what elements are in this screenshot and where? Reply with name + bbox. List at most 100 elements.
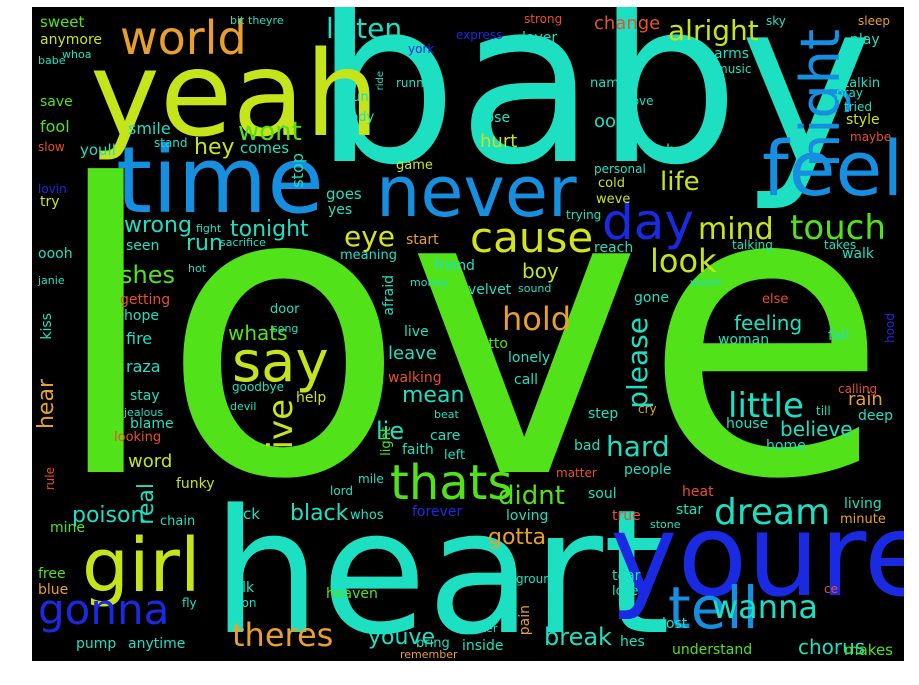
word: never: [376, 151, 577, 233]
word: ooh: [594, 111, 628, 132]
word: express: [456, 28, 503, 42]
word: girl: [82, 523, 201, 609]
word: mean: [402, 383, 465, 408]
word: hard: [606, 430, 670, 463]
word: cold: [598, 176, 625, 191]
word: fall: [828, 328, 850, 344]
word: takes: [824, 238, 857, 252]
word: care: [430, 428, 461, 444]
word: love: [50, 102, 889, 567]
word: look: [650, 242, 717, 280]
word: eye: [344, 220, 396, 253]
word: whos: [350, 508, 384, 523]
word-cloud: love baby heart yeah time youre never fe…: [32, 7, 904, 661]
word: youll: [80, 141, 116, 159]
word: ghetto: [462, 336, 508, 352]
word: alright: [668, 14, 759, 47]
word: talkin: [844, 76, 881, 91]
word: hey: [194, 135, 235, 160]
word: live: [404, 324, 429, 340]
word: sometime: [563, 85, 578, 150]
word: hand: [666, 141, 704, 159]
word: rock: [228, 505, 260, 523]
word: thats: [390, 455, 513, 511]
word: arms: [714, 46, 750, 62]
word: step: [588, 406, 619, 422]
word: break: [544, 623, 612, 651]
word: seen: [126, 238, 160, 254]
word: baby: [314, 7, 874, 215]
word: gonna: [38, 585, 170, 634]
word: lie: [376, 417, 405, 445]
word: meaning: [340, 248, 397, 263]
word: heart: [212, 472, 671, 661]
word: friend: [434, 258, 475, 274]
word: trying: [566, 208, 602, 222]
word: rain: [848, 389, 883, 410]
word: understand: [672, 642, 753, 658]
word: babe: [38, 54, 66, 67]
word: tonight: [230, 217, 309, 242]
word: tell: [668, 574, 759, 642]
word: funky: [176, 476, 215, 492]
word: ride: [375, 71, 386, 91]
word: gone: [634, 290, 669, 306]
word: bit: [230, 14, 245, 27]
word: black: [290, 501, 349, 526]
word: yeah: [90, 25, 380, 163]
word: run: [186, 231, 223, 256]
word: theyre: [248, 14, 284, 27]
word: left: [444, 448, 466, 463]
word: real: [134, 483, 159, 525]
word: song: [272, 322, 299, 335]
word: york: [408, 42, 435, 56]
word: lovin: [38, 182, 67, 196]
word: remember: [400, 648, 458, 661]
word: hood: [883, 313, 897, 343]
word: bad: [574, 438, 601, 454]
word: stop: [288, 153, 307, 188]
word: worth: [690, 276, 722, 289]
word: free: [38, 566, 66, 582]
word: janie: [38, 274, 65, 287]
word: ive: [261, 399, 301, 450]
word: personal: [594, 162, 646, 176]
word: home: [766, 438, 806, 454]
word: goodbye: [232, 380, 285, 394]
word: tear: [612, 568, 641, 584]
word: weve: [596, 192, 631, 207]
word: start: [406, 232, 439, 248]
word: save: [40, 94, 73, 110]
word: oooh: [38, 246, 73, 262]
word: lose: [612, 584, 639, 599]
word: loving: [506, 508, 549, 524]
word: pain: [517, 605, 533, 636]
word: makes: [844, 641, 893, 659]
word: bring: [416, 636, 450, 651]
word: faith: [402, 442, 434, 458]
word: house: [726, 416, 769, 432]
word: velvet: [468, 282, 512, 298]
word: dream: [714, 492, 831, 533]
word: cause: [470, 213, 594, 262]
word: hear: [34, 379, 59, 430]
word: close: [474, 110, 511, 126]
word: touch: [790, 208, 886, 248]
word: listen: [326, 12, 403, 45]
word: change: [594, 13, 661, 34]
word: woman: [718, 332, 770, 348]
word: name: [590, 76, 627, 91]
word: youve: [368, 625, 435, 650]
word: walking: [388, 370, 442, 386]
word: anytime: [128, 636, 186, 652]
word: door: [270, 302, 300, 317]
word: light: [379, 427, 394, 456]
word: pump: [76, 636, 117, 652]
word: lord: [330, 484, 354, 498]
word: wanna: [712, 588, 818, 626]
word: didnt: [498, 481, 565, 511]
word: inside: [462, 638, 504, 654]
word: water: [466, 622, 498, 635]
word: youre: [610, 489, 904, 622]
word: stand: [154, 136, 188, 150]
